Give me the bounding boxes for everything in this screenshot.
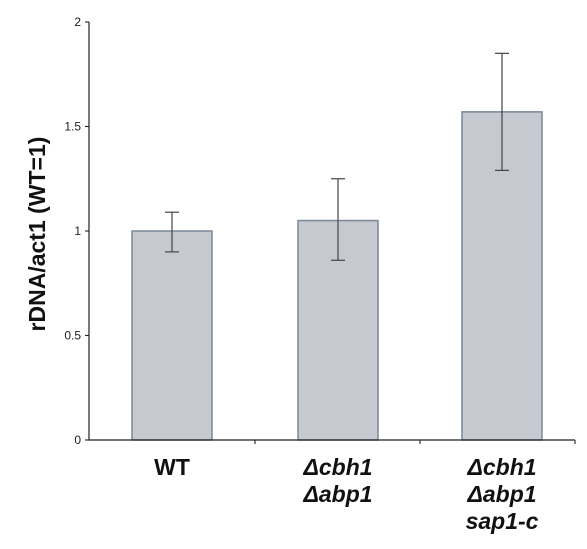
bar-1 xyxy=(131,230,213,441)
y-tick-label-3: 1 xyxy=(74,224,81,238)
category-label-line-3-1: Δcbh1 xyxy=(466,454,536,480)
y-tick-label-4: 1.5 xyxy=(64,120,81,134)
category-label-line-2-1: Δcbh1 xyxy=(302,454,372,480)
y-tick-label-2: 0.5 xyxy=(64,329,81,343)
y-tick-label-1: 0 xyxy=(74,433,81,447)
y-axis-label: rDNA/act1 (WT=1) xyxy=(24,137,50,332)
category-label-line-1-1: WT xyxy=(154,454,190,480)
category-label-3: Δcbh1 Δabp1 sap1-c xyxy=(466,454,539,534)
category-label-1: WT xyxy=(154,454,190,480)
y-tick-label-5: 2 xyxy=(74,15,81,29)
category-label-line-3-2: Δabp1 xyxy=(466,481,536,507)
category-label-2: Δcbh1 Δabp1 xyxy=(302,454,372,507)
category-label-line-2-2: Δabp1 xyxy=(302,481,372,507)
category-label-line-3-3: sap1-c xyxy=(466,508,539,534)
